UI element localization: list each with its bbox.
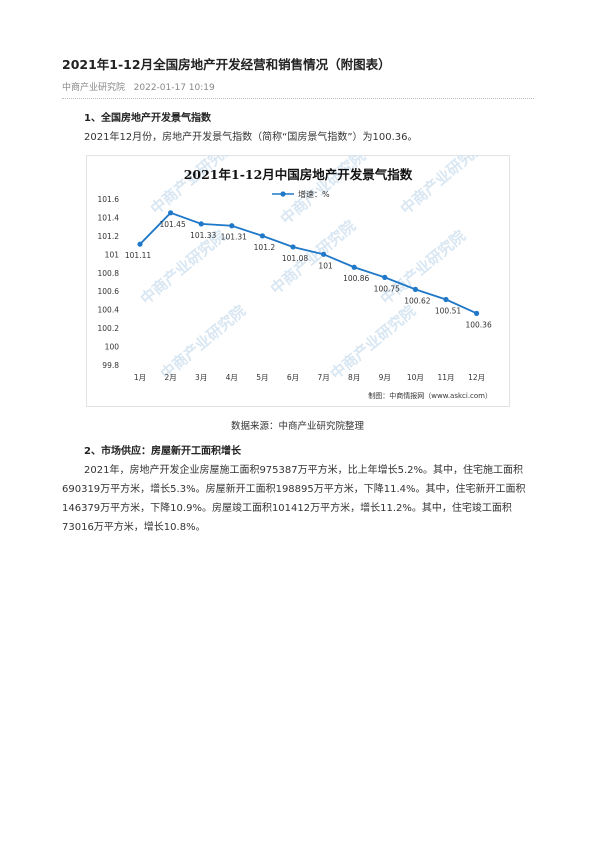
title-divider bbox=[62, 98, 534, 99]
x-tick-label: 4月 bbox=[226, 373, 238, 382]
data-point bbox=[168, 210, 174, 216]
data-point bbox=[412, 286, 418, 292]
x-tick-label: 10月 bbox=[407, 373, 424, 382]
series-line bbox=[139, 211, 477, 315]
y-tick-label: 101.4 bbox=[98, 213, 120, 222]
y-tick-label: 100 bbox=[105, 343, 120, 352]
y-tick-label: 101 bbox=[105, 250, 120, 259]
data-point bbox=[137, 241, 143, 247]
section1-text: 2021年12月份，房地产开发景气指数（简称“国房景气指数”）为100.36。 bbox=[84, 132, 418, 143]
legend-marker bbox=[280, 191, 286, 197]
data-label: 101.2 bbox=[254, 243, 276, 252]
article-meta: 中商产业研究院 2022-01-17 10:19 bbox=[62, 80, 215, 93]
x-tick-label: 11月 bbox=[437, 373, 454, 382]
section2-paragraph: 2021年，房地产开发企业房屋施工面积975387万平方米，比上年增长5.2%。… bbox=[62, 461, 534, 537]
data-label: 100.75 bbox=[374, 284, 400, 293]
data-point bbox=[382, 274, 388, 280]
data-label: 101.11 bbox=[125, 251, 151, 260]
data-point bbox=[198, 221, 204, 227]
data-label: 100.62 bbox=[404, 296, 430, 305]
legend-label: 增速：% bbox=[298, 189, 330, 199]
chart-title: 2021年1-12月中国房地产开发景气指数 bbox=[184, 167, 413, 182]
data-label: 101.31 bbox=[221, 233, 247, 242]
y-tick-label: 100.6 bbox=[98, 287, 120, 296]
x-tick-label: 1月 bbox=[134, 373, 146, 382]
section2-text: 2021年，房地产开发企业房屋施工面积975387万平方米，比上年增长5.2%。… bbox=[62, 465, 526, 533]
chart-caption: 数据来源：中商产业研究院整理 bbox=[230, 421, 364, 432]
data-label: 100.36 bbox=[465, 320, 491, 329]
article-title: 2021年1-12月全国房地产开发经营和销售情况（附图表） bbox=[62, 57, 391, 72]
data-point bbox=[229, 223, 235, 229]
article-datetime: 2022-01-17 10:19 bbox=[133, 83, 215, 93]
chart-frame bbox=[86, 155, 510, 407]
y-tick-label: 100.8 bbox=[98, 269, 120, 278]
data-label: 100.86 bbox=[343, 274, 369, 283]
x-tick-label: 5月 bbox=[256, 373, 268, 382]
section1-heading: 1、全国房地产开发景气指数 bbox=[84, 113, 211, 124]
y-tick-label: 101.6 bbox=[98, 195, 120, 204]
data-point bbox=[321, 251, 327, 257]
data-point bbox=[351, 264, 357, 270]
data-point bbox=[443, 296, 449, 303]
y-tick-label: 99.8 bbox=[102, 361, 119, 370]
x-tick-label: 7月 bbox=[317, 373, 329, 382]
data-label: 101.45 bbox=[159, 220, 185, 229]
data-label: 101 bbox=[318, 261, 333, 270]
x-tick-label: 12月 bbox=[468, 373, 485, 382]
section2-heading: 2、市场供应：房屋新开工面积增长 bbox=[84, 446, 241, 457]
data-label: 100.51 bbox=[435, 307, 461, 316]
chart-credit: 制图：中商情报网（www.askci.com） bbox=[368, 391, 492, 400]
x-tick-label: 3月 bbox=[195, 373, 207, 382]
data-point bbox=[259, 233, 265, 239]
data-point bbox=[290, 244, 296, 250]
data-label: 101.33 bbox=[190, 231, 216, 240]
data-point bbox=[474, 310, 480, 316]
x-tick-label: 9月 bbox=[379, 373, 391, 382]
article-source[interactable]: 中商产业研究院 bbox=[62, 83, 126, 93]
y-tick-label: 100.2 bbox=[98, 324, 120, 333]
y-tick-label: 101.2 bbox=[98, 232, 120, 241]
x-tick-label: 2月 bbox=[164, 373, 176, 382]
section1-paragraph: 2021年12月份，房地产开发景气指数（简称“国房景气指数”）为100.36。 bbox=[62, 128, 534, 147]
x-tick-label: 6月 bbox=[287, 373, 299, 382]
y-tick-label: 100.4 bbox=[98, 306, 120, 315]
data-label: 101.08 bbox=[282, 254, 308, 263]
x-tick-label: 8月 bbox=[348, 373, 360, 382]
